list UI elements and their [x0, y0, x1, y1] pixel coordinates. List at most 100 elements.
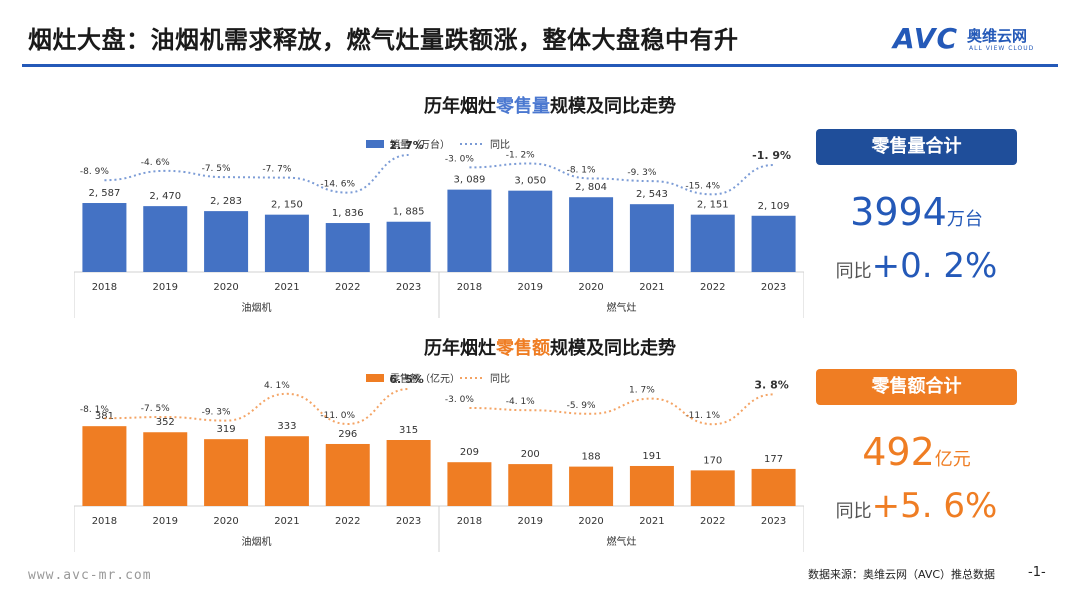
volume-bar-value-label: 2, 587 [89, 188, 121, 199]
amount-total: 492亿元 [816, 430, 1017, 474]
amount-x-tick-label: 2018 [457, 516, 482, 527]
chart-volume-title-part3: 规模及同比走势 [550, 96, 676, 117]
volume-yoy-label: -7. 7% [262, 165, 291, 175]
volume-yoy-label: 2. 7% [389, 139, 423, 152]
amount-legend-bar-label: 零售额（亿元） [390, 372, 460, 385]
amount-bar-2018-1 [447, 462, 492, 506]
volume-yoy-line-0 [104, 154, 409, 194]
volume-bar-2018-0 [82, 203, 127, 272]
chart-amount-title-part3: 规模及同比走势 [550, 338, 676, 359]
volume-yoy-label: -1. 2% [506, 150, 535, 160]
volume-x-tick-label: 2020 [213, 282, 238, 293]
amount-summary-header: 零售额合计 [816, 369, 1017, 405]
volume-yoy-label: -8. 1% [567, 165, 596, 175]
chart-amount-title-part1: 历年烟灶 [424, 338, 496, 359]
volume-legend-line-label: 同比 [490, 139, 510, 151]
amount-legend-bar-swatch [366, 374, 384, 382]
volume-yoy-label: -14. 6% [320, 180, 355, 190]
volume-bar-2022-0 [325, 223, 370, 272]
amount-x-tick-label: 2021 [274, 516, 299, 527]
volume-yoy-label: -4. 6% [141, 158, 170, 168]
volume-group-label: 油烟机 [242, 301, 272, 314]
volume-summary-header: 零售量合计 [816, 129, 1017, 165]
logo-cn-text: 奥维云网 [967, 27, 1028, 45]
amount-bar-value-label: 296 [338, 429, 357, 440]
volume-bar-value-label: 1, 885 [393, 207, 425, 218]
amount-yoy: 同比+5. 6% [816, 486, 1017, 526]
volume-bar-value-label: 2, 109 [758, 201, 790, 212]
amount-x-tick-label: 2019 [153, 516, 178, 527]
amount-yoy-line-1 [469, 393, 774, 426]
volume-bar-value-label: 2, 470 [149, 191, 181, 202]
amount-x-tick-label: 2018 [92, 516, 117, 527]
amount-x-tick-label: 2022 [335, 516, 360, 527]
amount-yoy-label: 4. 1% [264, 381, 290, 391]
amount-yoy-label: -4. 1% [506, 397, 535, 407]
amount-group-label: 燃气灶 [607, 535, 637, 548]
amount-bar-value-label: 209 [460, 447, 479, 458]
volume-x-tick-label: 2023 [396, 282, 421, 293]
amount-bar-value-label: 188 [582, 452, 601, 463]
amount-yoy-label: -11. 1% [685, 411, 720, 421]
volume-x-tick-label: 2018 [92, 282, 117, 293]
amount-bar-2023-1 [751, 468, 796, 506]
amount-bar-2022-0 [325, 443, 370, 506]
avc-logo: AVC 奥维云网 ALL VIEW CLOUD [893, 22, 1058, 58]
footer-url: www.avc-mr.com [28, 568, 152, 583]
volume-yoy-label: 同比 [835, 261, 872, 282]
amount-bar-2020-1 [569, 466, 614, 506]
amount-yoy-label: 6. 5% [389, 373, 423, 386]
volume-x-tick-label: 2019 [518, 282, 543, 293]
amount-bar-value-label: 315 [399, 425, 418, 436]
volume-bar-value-label: 2, 543 [636, 189, 668, 200]
amount-yoy-label: 同比 [835, 501, 872, 522]
amount-bar-2023-0 [386, 440, 431, 506]
amount-legend: 零售额（亿元） 同比 [366, 372, 510, 385]
volume-x-tick-label: 2021 [274, 282, 299, 293]
amount-x-tick-label: 2021 [639, 516, 664, 527]
amount-bar-value-label: 352 [156, 417, 175, 428]
volume-bar-value-label: 2, 804 [575, 182, 607, 193]
amount-x-tick-label: 2019 [518, 516, 543, 527]
amount-bar-value-label: 200 [521, 449, 540, 460]
amount-bar-value-label: 191 [642, 451, 661, 462]
volume-yoy-label: -1. 9% [752, 149, 791, 162]
volume-bar-2019-0 [143, 206, 188, 272]
volume-bar-2018-1 [447, 189, 492, 272]
volume-bar-2023-1 [751, 215, 796, 272]
volume-bar-2023-0 [386, 221, 431, 272]
page-number: -1- [1028, 565, 1046, 580]
amount-yoy-value: +5. 6% [871, 486, 998, 526]
chart-volume-title: 历年烟灶零售量规模及同比走势 [280, 92, 820, 118]
volume-total: 3994万台 [816, 190, 1017, 234]
volume-bar-value-label: 2, 150 [271, 200, 303, 211]
amount-bar-value-label: 333 [277, 421, 296, 432]
amount-x-tick-label: 2020 [213, 516, 238, 527]
volume-x-tick-label: 2022 [700, 282, 725, 293]
chart-amount-title-highlight: 零售额 [496, 338, 550, 359]
volume-bar-value-label: 2, 151 [697, 200, 729, 211]
amount-bar-2019-1 [508, 464, 553, 506]
volume-yoy-label: -9. 3% [627, 168, 656, 178]
volume-legend-bar-label: 销量（万台） [390, 138, 450, 151]
amount-yoy-label: -8. 1% [80, 405, 109, 415]
amount-bar-2021-1 [629, 465, 674, 506]
volume-yoy-value: +0. 2% [871, 246, 998, 286]
volume-bar-2021-1 [629, 204, 674, 272]
logo-avc-text: AVC [893, 22, 958, 55]
amount-x-tick-label: 2020 [578, 516, 603, 527]
amount-yoy-label: -3. 0% [445, 395, 474, 405]
volume-legend: 销量（万台） 同比 [366, 138, 510, 151]
volume-yoy-label: -3. 0% [445, 154, 474, 164]
header: 烟灶大盘：油烟机需求释放，燃气灶量跌额涨，整体大盘稳中有升 AVC 奥维云网 A… [0, 0, 1080, 67]
volume-x-tick-label: 2023 [761, 282, 786, 293]
amount-yoy-label: -5. 9% [567, 401, 596, 411]
volume-total-unit: 万台 [946, 209, 983, 230]
amount-yoy-label: -9. 3% [202, 408, 231, 418]
chart-amount-title: 历年烟灶零售额规模及同比走势 [280, 334, 820, 360]
volume-bar-value-label: 3, 089 [454, 175, 486, 186]
volume-yoy-label: -15. 4% [685, 181, 720, 191]
amount-yoy-label: 3. 8% [754, 378, 788, 391]
amount-x-tick-label: 2023 [396, 516, 421, 527]
amount-x-tick-label: 2022 [700, 516, 725, 527]
